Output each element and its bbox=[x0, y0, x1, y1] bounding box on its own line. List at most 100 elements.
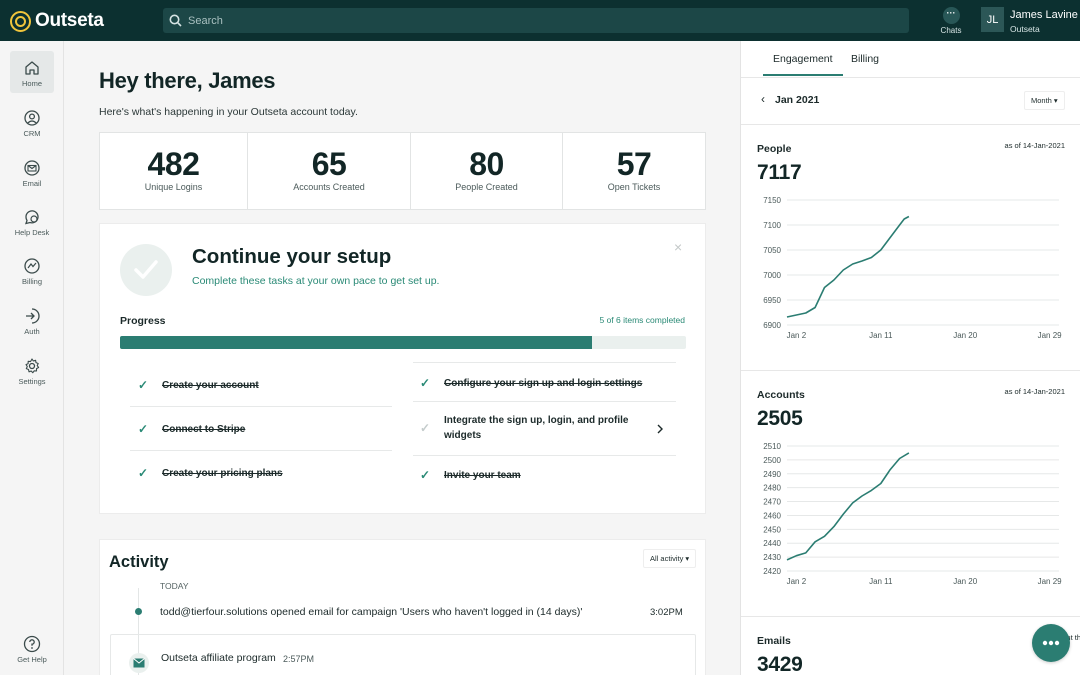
top-bar: Outseta ··· Chats JL James Lavine Outset… bbox=[0, 0, 1080, 41]
chart-asof: as of 14-Jan-2021 bbox=[1004, 141, 1065, 150]
chat-launcher-button[interactable] bbox=[1032, 624, 1070, 662]
y-tick-label: 2470 bbox=[763, 498, 781, 507]
divider bbox=[130, 406, 392, 407]
settings-icon bbox=[25, 358, 40, 374]
user-menu[interactable]: JL James Lavine Outseta bbox=[981, 7, 1078, 34]
activity-event-time: 3:02PM bbox=[650, 607, 683, 618]
stat-label: Accounts Created bbox=[293, 182, 365, 192]
activity-day: TODAY bbox=[160, 581, 189, 591]
stat-people-created[interactable]: 80 People Created bbox=[411, 133, 563, 209]
get-help-button[interactable]: Get Help bbox=[10, 635, 54, 664]
task-label: Create your pricing plans bbox=[162, 467, 283, 479]
chart-total: 3429 bbox=[757, 653, 803, 675]
tab-engagement[interactable]: Engagement bbox=[763, 53, 843, 76]
activity-card: Activity All activity ▾ TODAY todd@tierf… bbox=[99, 539, 706, 675]
engagement-panel: Engagement Billing ‹ Jan 2021 Month ▾ Pe… bbox=[740, 41, 1080, 675]
logo-text: Outseta bbox=[35, 10, 104, 31]
task-invite-team[interactable]: ✓ Invite your team bbox=[420, 468, 521, 482]
email-icon bbox=[24, 160, 40, 176]
x-tick-label: Jan 29 bbox=[1038, 331, 1063, 340]
stat-open-tickets[interactable]: 57 Open Tickets bbox=[563, 133, 705, 209]
tab-billing[interactable]: Billing bbox=[851, 53, 880, 65]
y-tick-label: 2510 bbox=[763, 442, 781, 451]
auth-icon bbox=[26, 308, 40, 324]
x-tick-label: Jan 11 bbox=[869, 577, 893, 586]
sidebar-item-settings[interactable]: Settings bbox=[10, 349, 54, 391]
stat-value: 57 bbox=[616, 146, 652, 182]
y-tick-label: 2460 bbox=[763, 511, 781, 520]
check-icon: ✓ bbox=[420, 376, 431, 390]
sidebar-item-label: Billing bbox=[21, 277, 42, 286]
user-org: Outseta bbox=[1010, 24, 1040, 34]
sidebar-item-home[interactable]: Home bbox=[10, 51, 54, 93]
progress-bar-fill bbox=[120, 336, 592, 349]
people-chart-section: People as of 14-Jan-2021 7117 6900 6950 70… bbox=[741, 125, 1080, 371]
chevron-right-icon[interactable] bbox=[656, 424, 664, 434]
envelope-icon bbox=[129, 653, 149, 673]
activity-filter-dropdown[interactable]: All activity ▾ bbox=[643, 549, 697, 568]
stat-accounts-created[interactable]: 65 Accounts Created bbox=[248, 133, 411, 209]
setup-card: Continue your setup Complete these tasks… bbox=[99, 223, 706, 514]
month-label: Jan 2021 bbox=[775, 94, 820, 106]
setup-subtitle: Complete these tasks at your own pace to… bbox=[192, 275, 440, 287]
logo[interactable]: Outseta bbox=[10, 10, 104, 32]
stat-label: People Created bbox=[455, 182, 518, 192]
activity-title: Activity bbox=[109, 553, 169, 571]
task-signup-settings[interactable]: ✓ Configure your sign up and login settin… bbox=[420, 376, 642, 390]
sidebar-item-crm[interactable]: CRM bbox=[10, 101, 54, 143]
task-integrate-widgets[interactable]: ✓ Integrate the sign up, login, and profi… bbox=[420, 413, 650, 443]
stat-unique-logins[interactable]: 482 Unique Logins bbox=[100, 133, 248, 209]
chats-button[interactable]: ··· Chats bbox=[936, 7, 966, 35]
ellipsis-icon: ··· bbox=[942, 7, 960, 24]
divider bbox=[413, 362, 676, 363]
sidebar: Home CRM Email Help Desk Billing Auth Se… bbox=[0, 41, 64, 675]
task-label: Integrate the sign up, login, and profil… bbox=[444, 415, 629, 441]
y-tick-label: 7100 bbox=[763, 221, 781, 230]
search-bar[interactable] bbox=[163, 8, 909, 33]
progress-count: 5 of 6 items completed bbox=[599, 315, 685, 325]
help-desk-icon bbox=[25, 210, 39, 225]
divider bbox=[413, 455, 676, 456]
y-tick-label: 7000 bbox=[763, 271, 781, 280]
stat-label: Unique Logins bbox=[144, 182, 203, 192]
sidebar-item-email[interactable]: Email bbox=[10, 151, 54, 193]
close-icon[interactable]: × bbox=[674, 239, 683, 255]
sidebar-item-auth[interactable]: Auth bbox=[10, 299, 54, 341]
y-tick-label: 2420 bbox=[763, 567, 781, 576]
help-icon bbox=[23, 635, 41, 653]
task-label: Connect to Stripe bbox=[162, 423, 246, 435]
sidebar-item-billing[interactable]: Billing bbox=[10, 249, 54, 291]
period-dropdown[interactable]: Month ▾ bbox=[1024, 91, 1065, 110]
task-label: Create your account bbox=[162, 379, 259, 391]
search-input[interactable] bbox=[188, 14, 868, 27]
chevron-left-icon[interactable]: ‹ bbox=[761, 92, 765, 106]
get-help-label: Get Help bbox=[17, 655, 47, 664]
chart-total: 2505 bbox=[757, 407, 803, 430]
y-tick-label: 7050 bbox=[763, 246, 781, 255]
x-tick-label: Jan 20 bbox=[953, 577, 978, 586]
task-connect-stripe[interactable]: ✓ Connect to Stripe bbox=[138, 422, 245, 436]
stat-value: 65 bbox=[311, 146, 347, 182]
chats-label: Chats bbox=[940, 26, 962, 35]
check-icon: ✓ bbox=[138, 378, 149, 392]
check-icon: ✓ bbox=[138, 422, 149, 436]
task-pricing-plans[interactable]: ✓ Create your pricing plans bbox=[138, 466, 283, 480]
y-tick-label: 6950 bbox=[763, 296, 781, 305]
y-tick-label: 2480 bbox=[763, 484, 781, 493]
crm-icon bbox=[24, 110, 40, 126]
sidebar-item-label: Help Desk bbox=[14, 228, 50, 237]
sidebar-item-label: Settings bbox=[18, 377, 46, 386]
activity-event-text: todd@tierfour.solutions opened email for… bbox=[160, 606, 583, 618]
activity-item-time: 2:57PM bbox=[283, 654, 315, 664]
emails-chart-section: Emails emails sent th 3429 bbox=[741, 617, 1080, 675]
sidebar-item-help-desk[interactable]: Help Desk bbox=[10, 200, 54, 242]
divider bbox=[130, 450, 392, 451]
chart-total: 7117 bbox=[757, 161, 802, 184]
accounts-chart-section: Accounts as of 14-Jan-2021 2505 2420 2430… bbox=[741, 371, 1080, 617]
task-create-account[interactable]: ✓ Create your account bbox=[138, 378, 259, 392]
chart-title: Emails bbox=[757, 635, 791, 647]
y-tick-label: 6900 bbox=[763, 321, 781, 330]
activity-item[interactable]: Outseta affiliate program 2:57PM bbox=[110, 634, 696, 675]
stat-value: 482 bbox=[147, 146, 200, 182]
task-label: Invite your team bbox=[444, 469, 521, 481]
